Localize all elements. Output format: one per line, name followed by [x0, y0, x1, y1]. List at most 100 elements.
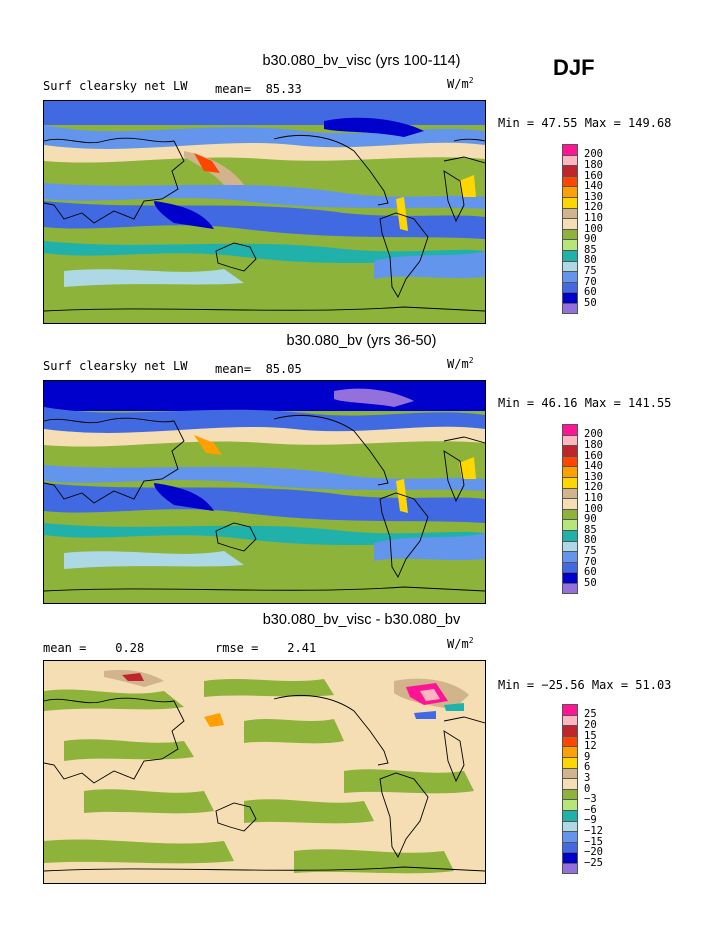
panel1-legend-swatch	[562, 207, 578, 219]
panel3-mean: mean = 0.28	[43, 641, 144, 655]
panel3-legend-swatch	[562, 714, 578, 726]
panel3-legend-label: 9	[584, 751, 591, 763]
panel3-map	[43, 660, 486, 884]
panel1-legend-label: 100	[584, 223, 603, 235]
panel2-legend-swatch	[562, 487, 578, 499]
panel2-title: b30.080_bv (yrs 36-50)	[286, 333, 437, 349]
panel2-legend-label: 130	[584, 471, 603, 483]
panel1-legend-label: 70	[584, 276, 597, 288]
panel1-legend-label: 60	[584, 286, 597, 298]
panel1-title: b30.080_bv_visc (yrs 100-114)	[262, 53, 461, 69]
panel2-legend-label: 110	[584, 492, 603, 504]
panel2-legend-swatch	[562, 561, 578, 573]
panel1-legend-label: 130	[584, 191, 603, 203]
panel2-legend-label: 180	[584, 439, 603, 451]
panel1-legend-label: 90	[584, 233, 597, 245]
panel1-legend-swatch	[562, 292, 578, 303]
panel1-legend-swatch	[562, 196, 578, 208]
panel2-legend-swatch	[562, 424, 578, 435]
panel2-legend-label: 90	[584, 513, 597, 525]
panel3-legend-swatch	[562, 756, 578, 768]
panel2-mean: mean= 85.05	[215, 362, 302, 376]
panel2-minmax: Min = 46.16 Max = 141.55	[498, 396, 672, 410]
panel2-legend-label: 140	[584, 460, 603, 472]
panel3-legend-swatch	[562, 778, 578, 789]
panel3-legend-swatch	[562, 809, 578, 821]
panel2-legend-swatch	[562, 498, 578, 509]
panel2-legend-label: 85	[584, 524, 597, 536]
panel2-legend-swatch	[562, 455, 578, 467]
panel3-legend-swatch	[562, 735, 578, 747]
panel3-minmax: Min = −25.56 Max = 51.03	[498, 678, 672, 692]
panel3-legend-swatch	[562, 767, 578, 779]
panel3-legend-swatch	[562, 831, 578, 842]
panel3-legend-swatch	[562, 862, 578, 874]
panel2-map	[43, 380, 486, 604]
panel1-mean: mean= 85.33	[215, 82, 302, 96]
panel3-legend	[562, 704, 578, 874]
panel3-rmse-label: rmse =	[215, 641, 259, 655]
panel3-legend-label: 0	[584, 783, 591, 795]
panel1-legend-label: 200	[584, 148, 603, 160]
panel2-legend-label: 80	[584, 534, 597, 546]
panel3-legend-label: 3	[584, 772, 591, 784]
panel2-mean-label: mean=	[215, 362, 252, 376]
panel2-legend	[562, 424, 578, 594]
panel1-legend-label: 80	[584, 254, 597, 266]
panel3-legend-label: 15	[584, 730, 597, 742]
panel3-rmse-value: 2.41	[287, 641, 317, 655]
panel2-legend-label: 60	[584, 566, 597, 578]
panel2-legend-label: 50	[584, 577, 597, 589]
season-label: DJF	[553, 55, 595, 80]
panel1-legend-swatch	[562, 281, 578, 293]
panel1-legend-label: 85	[584, 244, 597, 256]
panel2-legend-label: 70	[584, 556, 597, 568]
panel2-legend-swatch	[562, 445, 578, 456]
panel2-legend-label: 75	[584, 545, 597, 557]
panel2-units: W/m2	[447, 356, 474, 371]
panel1-legend-label: 110	[584, 212, 603, 224]
panel1-legend-swatch	[562, 154, 578, 166]
panel3-legend-swatch	[562, 746, 578, 757]
panel2-legend-swatch	[562, 540, 578, 552]
panel2-legend-swatch	[562, 476, 578, 488]
panel2-legend-label: 120	[584, 481, 603, 493]
panel3-legend-label: 20	[584, 719, 597, 731]
panel3-legend-label: 25	[584, 708, 597, 720]
panel2-mean-value: 85.05	[265, 362, 302, 376]
panel3-title: b30.080_bv_visc - b30.080_bv	[262, 612, 461, 628]
panel2-legend-swatch	[562, 529, 578, 541]
panel3-legend-swatch	[562, 799, 578, 810]
panel3-legend-label: −25	[584, 857, 603, 869]
panel3-legend-swatch	[562, 841, 578, 853]
panel1-legend-swatch	[562, 186, 578, 197]
panel1-legend-swatch	[562, 239, 578, 250]
panel3-legend-swatch	[562, 820, 578, 832]
panel2-legend-swatch	[562, 466, 578, 477]
panel3-legend-swatch	[562, 788, 578, 800]
panel1-legend-label: 120	[584, 201, 603, 213]
panel1-legend-label: 50	[584, 297, 597, 309]
panel2-legend-swatch	[562, 551, 578, 562]
panel2-field-label: Surf clearsky net LW	[43, 359, 188, 373]
panel2-legend-swatch	[562, 434, 578, 446]
panel3-units: W/m2	[447, 636, 474, 651]
panel1-legend-swatch	[562, 144, 578, 155]
panel1-field-label: Surf clearsky net LW	[43, 79, 188, 93]
panel1-legend-swatch	[562, 249, 578, 261]
panel3-legend-label: −20	[584, 846, 603, 858]
panel1-units: W/m2	[447, 76, 474, 91]
panel1-legend-swatch	[562, 271, 578, 282]
panel1-minmax: Min = 47.55 Max = 149.68	[498, 116, 672, 130]
panel1-legend-label: 180	[584, 159, 603, 171]
panel2-legend-label: 200	[584, 428, 603, 440]
panel2-legend-label: 100	[584, 503, 603, 515]
panel3-legend-label: −6	[584, 804, 597, 816]
panel3-mean-label: mean =	[43, 641, 87, 655]
panel1-legend-swatch	[562, 260, 578, 272]
panel2-legend-swatch	[562, 582, 578, 594]
panel3-legend-label: −9	[584, 814, 597, 826]
panel3-legend-label: 12	[584, 740, 597, 752]
panel3-legend-label: −15	[584, 836, 603, 848]
panel3-legend-label: −12	[584, 825, 603, 837]
